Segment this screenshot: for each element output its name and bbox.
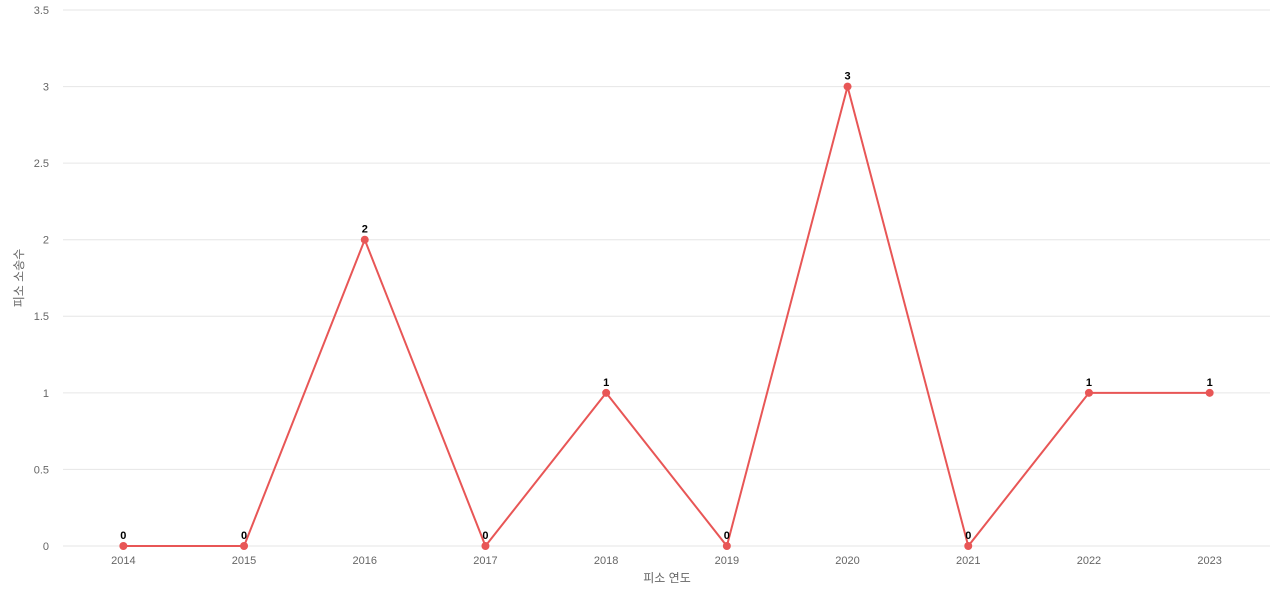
point <box>843 82 852 91</box>
point <box>360 235 369 244</box>
point <box>240 542 249 550</box>
x-tick-label: 2017 <box>473 555 497 567</box>
data-label: 1 <box>603 377 609 389</box>
data-label: 1 <box>1207 377 1213 389</box>
y-tick-label: 1 <box>43 388 49 400</box>
point <box>722 542 731 550</box>
x-tick-label: 2021 <box>956 555 980 567</box>
y-tick-label: 2 <box>43 235 49 247</box>
x-tick-label: 2022 <box>1077 555 1101 567</box>
data-label: 0 <box>241 530 247 542</box>
data-label: 0 <box>120 530 126 542</box>
point <box>1084 388 1093 397</box>
x-tick-label: 2023 <box>1197 555 1221 567</box>
y-tick-label: 0.5 <box>34 464 49 476</box>
x-tick-label: 2015 <box>232 555 256 567</box>
y-tick-label: 3 <box>43 81 49 93</box>
data-label: 0 <box>482 530 488 542</box>
x-tick-label: 2018 <box>594 555 618 567</box>
y-tick-label: 2.5 <box>34 158 49 170</box>
y-tick-label: 0 <box>43 541 49 553</box>
x-tick-label: 2019 <box>715 555 739 567</box>
data-label: 1 <box>1086 377 1092 389</box>
x-axis-title: 피소 연도 <box>643 571 691 585</box>
y-tick-label: 1.5 <box>34 311 49 323</box>
y-tick-label: 3.5 <box>34 5 49 17</box>
line <box>123 82 1210 549</box>
data-label: 3 <box>844 70 850 82</box>
data-label: 2 <box>362 224 368 236</box>
x-tick-label: 2014 <box>111 555 135 567</box>
y-axis-title: 피소 소송수 <box>12 249 26 308</box>
x-tick-label: 2016 <box>353 555 377 567</box>
point <box>1205 388 1214 397</box>
data-label: 0 <box>724 530 730 542</box>
x-tick-label: 2020 <box>835 555 859 567</box>
point <box>119 542 128 550</box>
point <box>481 542 490 550</box>
point <box>602 388 611 397</box>
data-label: 0 <box>965 530 971 542</box>
point <box>964 542 973 550</box>
